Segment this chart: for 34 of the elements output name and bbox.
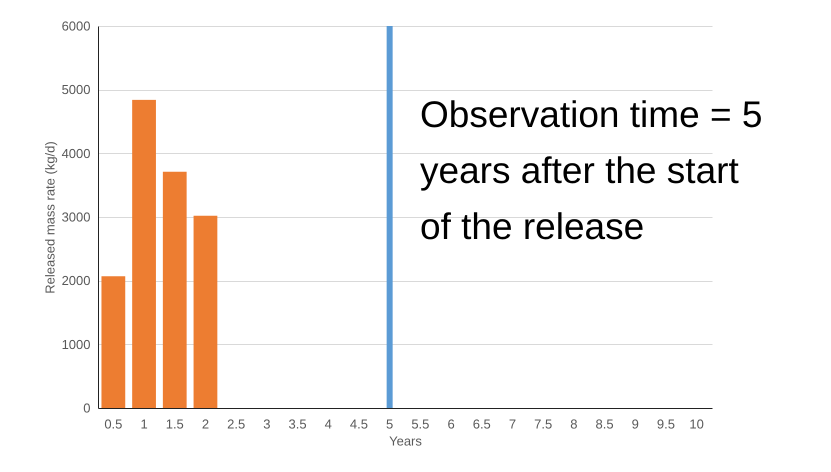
x-tick-label: 1: [140, 416, 148, 432]
x-axis-title: Years: [389, 434, 422, 448]
x-tick-label: 9: [632, 416, 639, 432]
x-tick-label: 7.5: [534, 416, 552, 432]
y-tick-label: 6000: [62, 18, 90, 34]
y-tick-label: 0: [83, 400, 90, 416]
x-tick-label: 6: [447, 416, 455, 432]
bar: [194, 216, 218, 408]
x-tick-label: 5.5: [411, 416, 430, 432]
x-tick-label: 0.5: [104, 416, 122, 432]
x-tick-label: 7: [508, 416, 516, 432]
y-axis-title: Released mass rate (kg/d): [42, 141, 58, 294]
x-tick-label: 5: [386, 416, 394, 432]
y-tick-label: 4000: [62, 146, 90, 161]
x-tick-label: 2.5: [227, 416, 246, 432]
bar: [162, 172, 187, 408]
x-tick-label: 10: [689, 416, 704, 432]
x-tick-label: 6.5: [472, 416, 491, 432]
x-tick-label: 2: [202, 416, 210, 432]
x-tick-label: 8: [570, 416, 578, 432]
x-tick-label: 9.5: [656, 416, 675, 432]
y-tick-label: 5000: [62, 82, 90, 98]
x-tick-label: 4.5: [350, 416, 368, 432]
bar: [132, 100, 156, 408]
y-tick-label: 1000: [62, 336, 90, 352]
annotation: Observation time = 5 years after the start of the release: [420, 94, 762, 247]
x-tick-label: 3: [263, 416, 270, 432]
x-tick-label: 4: [324, 416, 332, 432]
x-tick-label: 1.5: [166, 416, 184, 432]
y-tick-label: 2000: [62, 273, 90, 288]
x-tick-label: 3.5: [288, 416, 307, 432]
y-tick-label: 3000: [62, 210, 90, 224]
x-tick-label: 8.5: [596, 416, 614, 432]
bar: [101, 276, 126, 408]
